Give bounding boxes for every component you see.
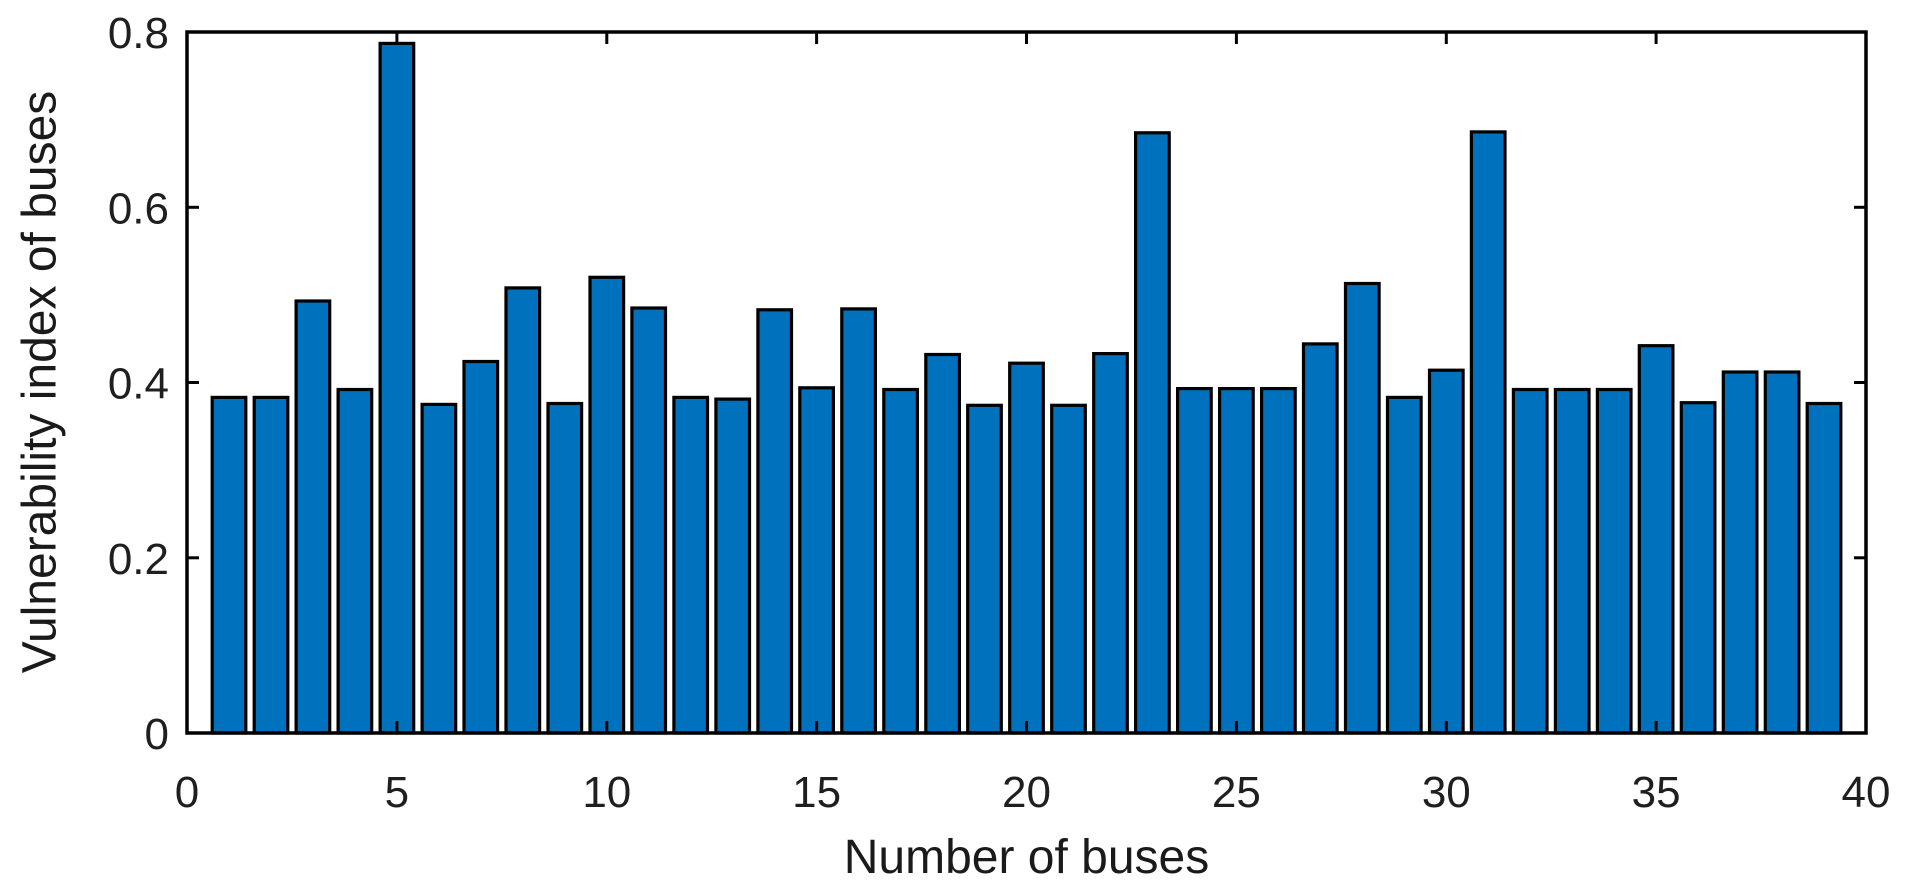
bar	[1259, 387, 1297, 735]
x-tick-label: 30	[1422, 768, 1471, 817]
y-tick-label: 0.4	[108, 360, 169, 409]
x-tick-label: 10	[582, 768, 631, 817]
bar	[840, 307, 877, 735]
y-tick-label: 0	[145, 710, 169, 759]
bar	[966, 403, 1003, 735]
x-tick-label: 35	[1632, 768, 1681, 817]
bar	[210, 395, 248, 735]
bar	[1008, 361, 1045, 735]
bar	[546, 401, 584, 735]
bar	[672, 395, 710, 735]
bar	[1175, 387, 1213, 735]
bar	[294, 299, 332, 735]
bar	[504, 286, 542, 735]
y-tick-label: 0.8	[108, 9, 169, 58]
bar	[924, 352, 961, 735]
bar	[1050, 403, 1087, 735]
bar	[882, 387, 919, 735]
bar	[1427, 368, 1465, 735]
bar	[1301, 342, 1339, 735]
y-axis-label: Vulnerability index of buses	[13, 90, 67, 674]
bar	[756, 308, 794, 735]
bar	[798, 386, 835, 735]
bar	[1595, 387, 1633, 735]
x-tick-label: 0	[175, 768, 199, 817]
x-tick-label: 40	[1842, 768, 1891, 817]
bar	[630, 306, 668, 735]
bar	[1092, 352, 1129, 735]
y-tick-label: 0.6	[108, 184, 169, 233]
bar	[1637, 344, 1675, 735]
bar	[1763, 370, 1801, 735]
bar	[1805, 401, 1843, 735]
bar	[462, 359, 500, 735]
x-axis-label: Number of buses	[843, 831, 1210, 884]
x-tick-label: 15	[792, 768, 841, 817]
bar	[420, 402, 458, 735]
bar	[252, 395, 290, 735]
bar	[1511, 387, 1549, 735]
bar	[336, 387, 374, 735]
bar	[1721, 370, 1759, 735]
x-tick-label: 25	[1212, 768, 1261, 817]
bar	[1343, 281, 1381, 735]
bar	[1217, 387, 1255, 735]
bar	[714, 397, 752, 735]
x-tick-label: 5	[385, 768, 409, 817]
bar	[1133, 131, 1171, 735]
bar	[1385, 395, 1423, 735]
bar	[588, 275, 626, 735]
bar	[1679, 401, 1717, 735]
y-tick-label: 0.2	[108, 535, 169, 584]
bar	[1469, 130, 1507, 735]
bar	[378, 41, 416, 735]
x-tick-label: 20	[1002, 768, 1051, 817]
bar	[1553, 387, 1591, 735]
